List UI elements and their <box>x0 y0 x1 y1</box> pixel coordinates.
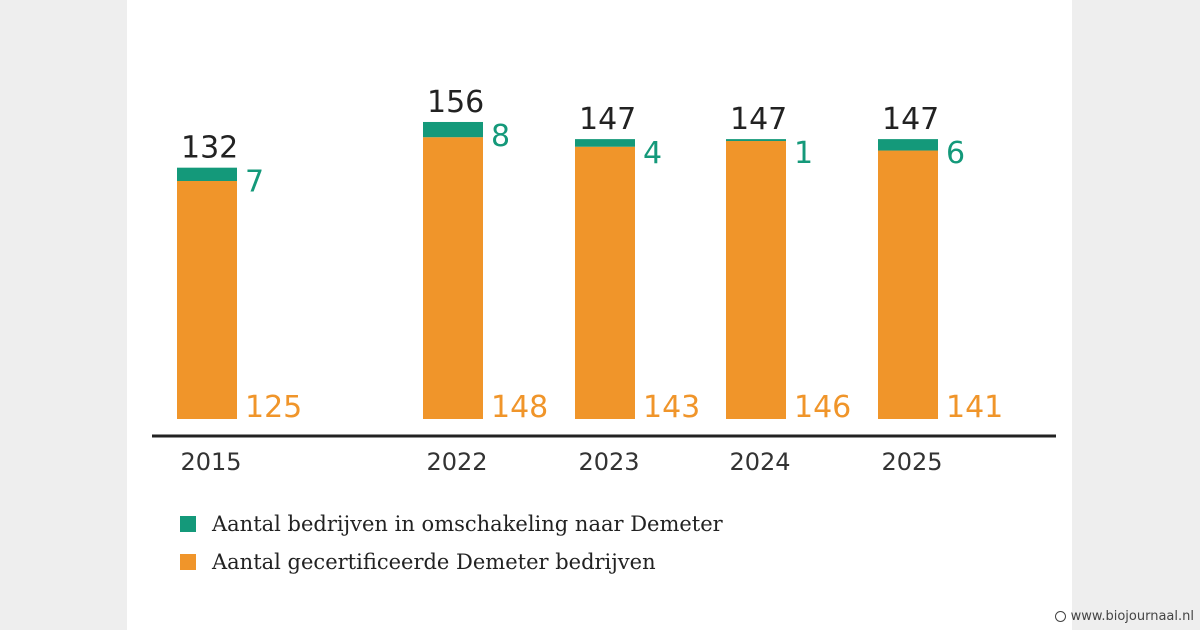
legend-item-certified: Aantal gecertificeerde Demeter bedrijven <box>180 550 656 574</box>
certified-label-2015: 125 <box>245 390 302 425</box>
legend-swatch-certified <box>180 554 196 570</box>
transition-label-2025: 6 <box>946 136 965 171</box>
transition-label-2022: 8 <box>491 119 510 154</box>
certified-label-2024: 146 <box>794 390 851 425</box>
legend-label-transition: Aantal bedrijven in omschakeling naar De… <box>212 512 723 536</box>
bar-certified-2024 <box>726 141 786 420</box>
year-label-2024: 2024 <box>729 448 790 476</box>
total-label-2024: 147 <box>730 102 787 137</box>
legend-swatch-transition <box>180 516 196 532</box>
bar-transition-2025 <box>878 139 938 151</box>
legend-item-transition: Aantal bedrijven in omschakeling naar De… <box>180 512 723 536</box>
year-label-2022: 2022 <box>426 448 487 476</box>
total-label-2023: 147 <box>579 102 636 137</box>
bar-certified-2025 <box>878 150 938 419</box>
certified-label-2025: 141 <box>946 390 1003 425</box>
credit-text: www.biojournaal.nl <box>1070 609 1194 624</box>
bar-transition-2024 <box>726 139 786 142</box>
year-label-2025: 2025 <box>881 448 942 476</box>
bars-layer: 1327125201515681482022147414320231471146… <box>177 85 1003 476</box>
certified-label-2023: 143 <box>643 390 700 425</box>
total-label-2022: 156 <box>427 85 484 120</box>
source-credit: www.biojournaal.nl <box>1054 609 1194 624</box>
total-label-2025: 147 <box>882 102 939 137</box>
year-label-2015: 2015 <box>180 448 241 476</box>
certified-label-2022: 148 <box>491 390 548 425</box>
bar-certified-2023 <box>575 146 635 419</box>
bar-transition-2022 <box>423 121 483 138</box>
transition-label-2024: 1 <box>794 136 813 171</box>
legend-label-certified: Aantal gecertificeerde Demeter bedrijven <box>212 550 656 574</box>
globe-icon <box>1054 611 1066 622</box>
transition-label-2023: 4 <box>643 136 662 171</box>
bar-certified-2022 <box>423 137 483 419</box>
transition-label-2015: 7 <box>245 165 264 200</box>
bar-transition-2015 <box>177 167 237 181</box>
bar-certified-2015 <box>177 181 237 419</box>
year-label-2023: 2023 <box>578 448 639 476</box>
bar-transition-2023 <box>575 139 635 147</box>
total-label-2015: 132 <box>181 131 238 166</box>
